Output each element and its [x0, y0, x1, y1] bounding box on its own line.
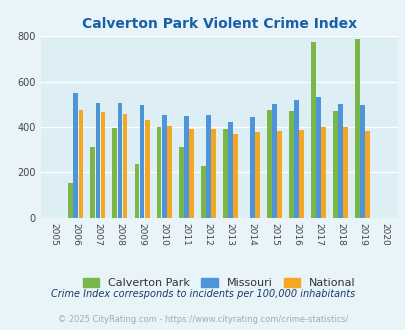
Bar [139, 105, 144, 218]
Title: Calverton Park Violent Crime Index: Calverton Park Violent Crime Index [81, 17, 356, 31]
Bar [293, 100, 298, 218]
Bar [117, 103, 122, 218]
Bar [68, 182, 73, 218]
Bar [332, 111, 337, 218]
Bar [200, 166, 205, 218]
Bar [298, 130, 303, 218]
Bar [122, 114, 127, 218]
Bar [144, 120, 149, 218]
Bar [112, 128, 117, 218]
Bar [178, 147, 183, 218]
Bar [342, 127, 347, 218]
Bar [73, 93, 78, 218]
Bar [359, 106, 364, 218]
Bar [276, 131, 281, 218]
Bar [210, 129, 215, 218]
Bar [156, 127, 161, 218]
Bar [188, 129, 193, 218]
Bar [134, 164, 139, 218]
Bar [266, 110, 271, 218]
Legend: Calverton Park, Missouri, National: Calverton Park, Missouri, National [79, 274, 358, 292]
Bar [271, 104, 276, 218]
Text: © 2025 CityRating.com - https://www.cityrating.com/crime-statistics/: © 2025 CityRating.com - https://www.city… [58, 315, 347, 324]
Bar [232, 134, 237, 218]
Bar [90, 148, 95, 218]
Bar [183, 116, 188, 218]
Bar [78, 111, 83, 218]
Bar [315, 97, 320, 218]
Bar [100, 112, 105, 218]
Text: Crime Index corresponds to incidents per 100,000 inhabitants: Crime Index corresponds to incidents per… [51, 289, 354, 299]
Bar [222, 129, 227, 218]
Bar [161, 115, 166, 218]
Bar [337, 104, 342, 218]
Bar [227, 122, 232, 218]
Bar [205, 115, 210, 218]
Bar [249, 117, 254, 218]
Bar [354, 39, 359, 218]
Bar [310, 42, 315, 218]
Bar [288, 111, 293, 218]
Bar [254, 132, 259, 218]
Bar [166, 126, 171, 218]
Bar [320, 127, 325, 218]
Bar [95, 103, 100, 218]
Bar [364, 131, 369, 218]
